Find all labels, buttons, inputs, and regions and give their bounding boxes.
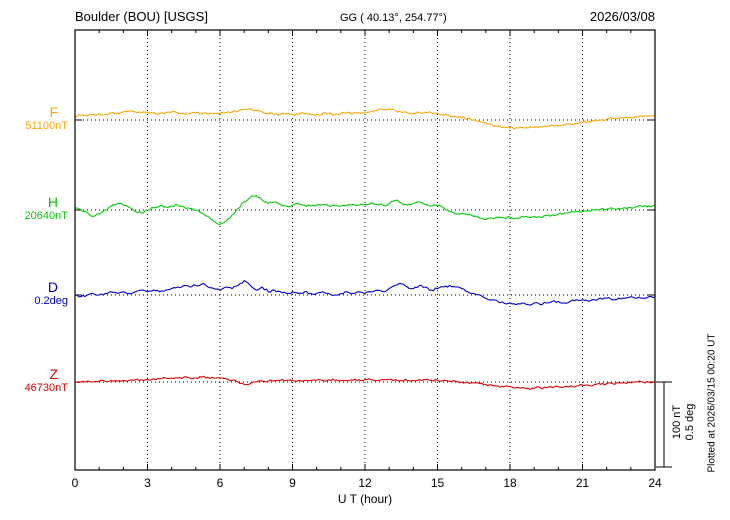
scale-bar-deg: 0.5 deg: [684, 403, 696, 441]
trace-label-z: Z 46730nT: [0, 366, 70, 395]
trace-d: [74, 280, 656, 306]
x-axis-title: U T (hour): [337, 492, 393, 506]
x-tick-label: 9: [289, 476, 296, 490]
trace-z: [74, 375, 656, 390]
trace-label-h: H 20640nT: [0, 194, 70, 223]
trace-letter-z: Z: [49, 366, 58, 382]
trace-baseline-d: 0.2deg: [34, 295, 68, 307]
x-tick-label: 12: [358, 476, 372, 490]
station-title: Boulder (BOU) [USGS]: [75, 9, 208, 24]
geographic-coords: GG ( 40.13°, 254.77°): [340, 12, 447, 24]
x-tick-label: 6: [216, 476, 224, 490]
trace-letter-f: F: [49, 104, 58, 120]
x-tick-label: 24: [648, 476, 662, 490]
trace-letter-d: D: [47, 279, 58, 295]
trace-letter-h: H: [47, 194, 58, 210]
date-label: 2026/03/08: [589, 9, 655, 24]
x-tick-label: 15: [430, 476, 445, 490]
scale-bar-label: 100 nT 0.5 deg: [671, 404, 697, 441]
x-tick-label: 21: [575, 476, 590, 490]
trace-label-d: D 0.2deg: [0, 279, 70, 308]
plot-border: [74, 29, 656, 471]
scale-bar-nt: 100 nT: [670, 404, 683, 440]
trace-baseline-z: 46730nT: [24, 382, 68, 394]
trace-f: [74, 108, 656, 130]
plotted-at-label: Plotted at 2026/03/15 00:20 UT: [706, 333, 718, 473]
x-tick-label: 18: [503, 476, 517, 490]
trace-baseline-f: 51100nT: [25, 120, 68, 132]
trace-h: [74, 195, 656, 225]
trace-baseline-h: 20640nT: [24, 210, 68, 222]
x-tick-label: 3: [144, 476, 151, 490]
x-tick-label: 0: [71, 476, 79, 490]
trace-label-f: F 51100nT: [0, 104, 70, 133]
